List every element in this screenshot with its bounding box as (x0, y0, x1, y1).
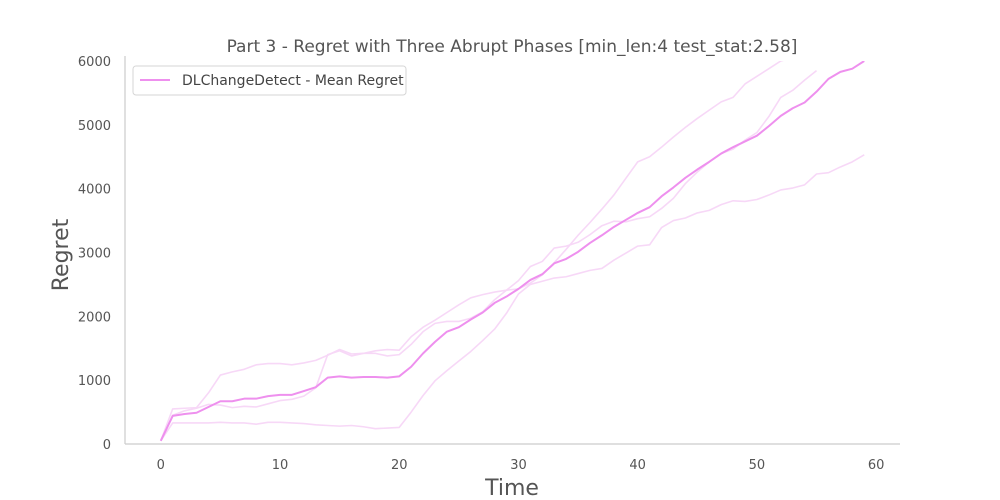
x-tick-label: 30 (510, 458, 527, 473)
y-tick-label: 4000 (78, 183, 111, 198)
x-tick-label: 0 (157, 458, 165, 473)
legend: DLChangeDetect - Mean Regret (132, 65, 407, 96)
x-tick-label: 50 (749, 458, 766, 473)
run-regret-line-1 (160, 154, 865, 442)
x-tick-label: 10 (272, 458, 289, 473)
x-tick-label: 40 (629, 458, 646, 473)
y-tick-label: 5000 (78, 119, 111, 134)
chart-title: Part 3 - Regret with Three Abrupt Phases… (227, 37, 798, 57)
run-regret-line-2 (160, 61, 784, 442)
y-tick-label: 1000 (78, 374, 111, 389)
x-tick-label: 20 (391, 458, 408, 473)
run-regret-line-3 (160, 69, 818, 442)
legend-label: DLChangeDetect - Mean Regret (182, 73, 404, 89)
x-ticks: 0 10 20 30 40 50 60 (157, 458, 885, 473)
y-ticks: 0 1000 2000 3000 4000 5000 6000 (78, 55, 111, 453)
legend-box (132, 65, 407, 96)
x-tick-label: 60 (868, 458, 885, 473)
mean-layer (159, 61, 865, 442)
y-tick-label: 6000 (78, 55, 111, 70)
runs-layer (160, 61, 865, 442)
y-axis-label: Regret (49, 218, 74, 291)
y-tick-label: 3000 (78, 247, 111, 262)
mean-regret-line (159, 61, 865, 442)
y-tick-label: 0 (103, 438, 111, 453)
x-axis-label: Time (484, 476, 539, 500)
y-tick-label: 2000 (78, 310, 111, 325)
